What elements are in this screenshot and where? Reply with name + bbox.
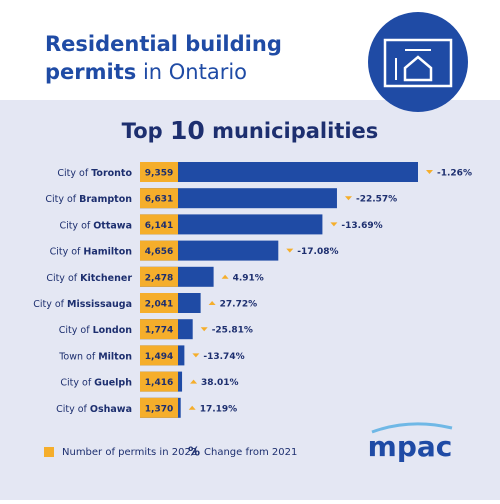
subtitle-part: Top [122,119,163,143]
subtitle: Top 10 municipalities [122,116,379,145]
value-label: 6,631 [145,195,173,205]
legend: Number of permits in 2022 % Change from … [44,445,297,459]
value-label-box [140,266,178,287]
category-label: City of Toronto [57,168,132,179]
category-label: City of Brampton [45,194,132,205]
legend-symbol: % [188,445,200,459]
change-label: 4.91% [233,273,264,283]
title-line: permits in Ontario [45,60,247,84]
value-label-box [140,397,178,418]
category-name: Toronto [91,168,132,179]
value-label-box [140,214,178,235]
change-label: -25.81% [212,326,253,336]
legend-label: Change from 2021 [204,447,297,458]
category-label: Town of Milton [58,351,132,362]
category-label: City of Oshawa [56,403,132,414]
change-marker [192,353,200,358]
change-label: -1.26% [437,169,472,179]
category-prefix: City of [57,168,88,179]
bar [140,214,323,235]
category-name: Kitchener [80,272,132,283]
category-name: Milton [98,351,132,362]
value-label: 9,359 [145,169,173,179]
legend-label: Number of permits in 2022 [62,447,197,458]
value-label-box [140,162,178,182]
change-marker [221,274,229,279]
category-name: Brampton [79,194,132,205]
change-label: -13.69% [341,221,382,231]
value-label-box [140,293,178,313]
value-label: 1,370 [145,404,173,414]
value-label: 2,478 [145,273,173,283]
category-prefix: City of [33,299,64,310]
category-prefix: City of [59,325,90,336]
change-label: 38.01% [201,378,239,388]
value-label-box [140,345,178,366]
subtitle-part: 10 [170,116,205,145]
category-label: City of Mississauga [33,299,132,310]
category-label: City of Guelph [60,377,132,388]
bar [140,162,418,182]
title-regular: in Ontario [143,60,247,84]
change-label: 27.72% [220,300,258,310]
category-label: City of London [59,325,132,336]
value-label: 1,416 [145,378,173,388]
change-marker [330,222,338,227]
logo: mpac [368,422,453,463]
title-bold: permits [45,60,136,84]
change-marker [188,405,196,410]
value-label-box [140,188,178,209]
category-name: Ottawa [93,220,132,231]
change-label: 17.19% [200,404,238,414]
category-name: Oshawa [90,403,132,414]
icon [368,12,468,112]
logo-text: mpac [368,430,453,463]
value-label: 4,656 [145,247,173,257]
value-label: 6,141 [145,221,173,231]
value-label-box [140,319,178,340]
value-label-box [140,240,178,261]
category-name: Mississauga [67,299,132,310]
change-marker [190,379,198,384]
category-prefix: City of [56,403,87,414]
category-label: City of Kitchener [46,272,132,283]
category-prefix: Town of [58,351,96,362]
change-marker [200,327,208,332]
change-marker [208,301,216,305]
change-marker [344,196,352,201]
value-label: 1,494 [145,352,173,362]
category-name: London [93,325,133,336]
category-label: City of Ottawa [59,220,132,231]
category-name: Hamilton [83,246,132,257]
bar [140,188,337,209]
category-name: Guelph [94,377,132,388]
change-label: -13.74% [203,352,244,362]
title-line: Residential building [45,32,282,56]
category-prefix: City of [59,220,90,231]
legend-swatch [44,447,54,457]
value-label-box [140,371,178,392]
subtitle-part: municipalities [212,119,378,143]
value-label: 1,774 [145,326,173,336]
value-label: 2,041 [145,300,173,310]
change-marker [426,170,433,174]
category-prefix: City of [60,377,91,388]
category-prefix: City of [45,194,76,205]
change-label: -17.08% [297,247,338,257]
change-label: -22.57% [356,195,397,205]
change-marker [286,248,294,253]
category-prefix: City of [46,272,77,283]
category-prefix: City of [50,246,81,257]
category-label: City of Hamilton [50,246,133,257]
